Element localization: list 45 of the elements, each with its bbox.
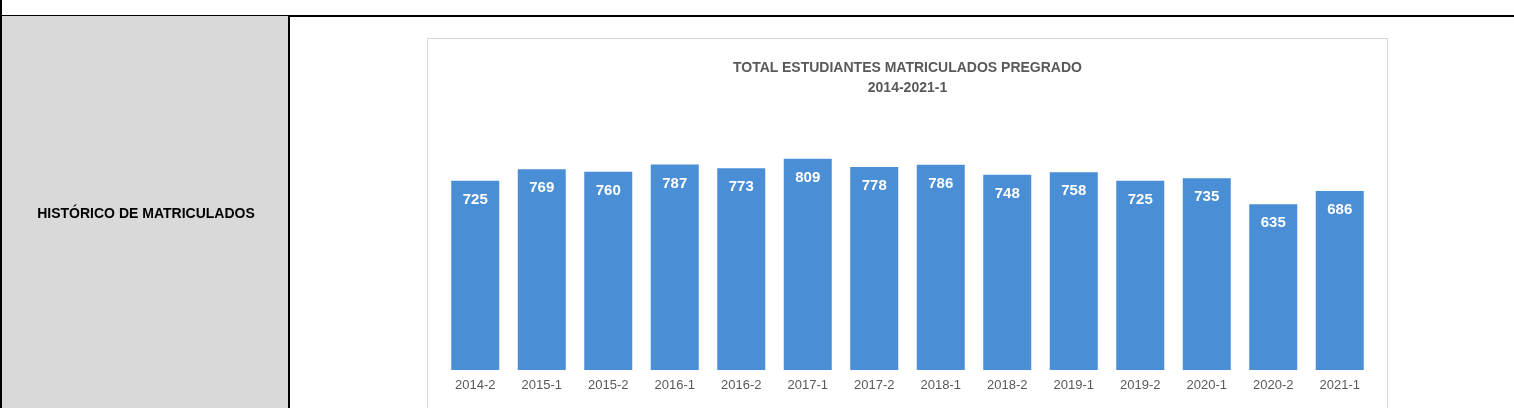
bar	[1249, 204, 1298, 370]
data-label: 778	[861, 175, 887, 193]
bar	[584, 171, 633, 370]
x-tick-label: 2017-2	[854, 377, 895, 392]
data-label: 758	[1061, 181, 1087, 199]
x-tick-label: 2021-1	[1319, 377, 1360, 392]
data-label: 760	[595, 180, 621, 198]
chart-title: TOTAL ESTUDIANTES MATRICULADOS PREGRADO	[733, 59, 1083, 75]
bar	[850, 166, 899, 370]
x-tick-label: 2014-2	[455, 377, 496, 392]
data-label: 809	[795, 167, 821, 185]
x-tick-label: 2016-2	[721, 377, 762, 392]
bar	[1315, 190, 1364, 370]
data-label: 773	[728, 177, 754, 195]
x-tick-label: 2020-2	[1253, 377, 1294, 392]
bar	[1116, 180, 1165, 370]
x-tick-label: 2017-1	[787, 377, 828, 392]
x-tick-label: 2019-2	[1120, 377, 1161, 392]
data-label: 769	[529, 178, 555, 196]
data-label: 735	[1194, 187, 1220, 205]
x-tick-label: 2016-1	[654, 377, 695, 392]
x-tick-label: 2020-1	[1186, 377, 1227, 392]
data-label: 725	[462, 189, 488, 207]
bar	[451, 180, 500, 370]
chart-subtitle: 2014-2021-1	[867, 79, 948, 95]
bar	[916, 164, 965, 370]
data-label: 748	[994, 183, 1020, 201]
data-label: 786	[928, 173, 954, 191]
bar	[983, 174, 1032, 370]
x-tick-label: 2018-2	[987, 377, 1028, 392]
x-tick-label: 2015-1	[521, 377, 562, 392]
bar	[717, 168, 766, 370]
x-tick-label: 2018-1	[920, 377, 961, 392]
x-tick-label: 2019-1	[1053, 377, 1094, 392]
bar	[1049, 172, 1098, 370]
data-label: 686	[1327, 199, 1353, 217]
bar	[783, 158, 832, 370]
bar	[517, 169, 566, 370]
data-label: 787	[662, 173, 688, 191]
data-label: 725	[1127, 189, 1153, 207]
data-label: 635	[1260, 213, 1286, 231]
text: HISTÓRICO DE MATRICULADOS	[36, 205, 256, 221]
bar	[1182, 178, 1231, 370]
bar	[650, 164, 699, 370]
x-tick-label: 2015-2	[588, 377, 629, 392]
